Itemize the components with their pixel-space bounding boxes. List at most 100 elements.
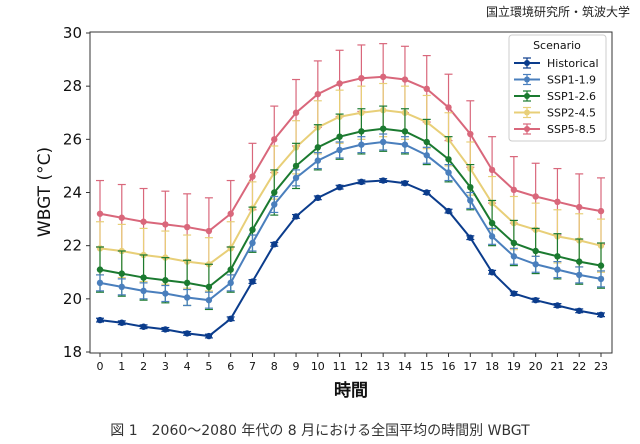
x-tick-label: 10 — [311, 360, 325, 373]
legend: Scenario Historical SSP1-1.9 SSP1-2.6 SSP2-… — [508, 34, 607, 142]
data-point — [532, 296, 539, 304]
data-point — [576, 271, 583, 279]
data-point — [205, 283, 213, 291]
x-tick-label: 7 — [249, 360, 256, 373]
data-point — [597, 207, 605, 215]
data-point — [488, 269, 496, 276]
legend-item: SSP5-8.5 — [514, 123, 596, 136]
data-point — [510, 239, 518, 247]
data-point — [510, 253, 518, 260]
data-point — [183, 279, 191, 287]
data-point — [488, 233, 496, 240]
data-point — [358, 128, 365, 135]
data-point — [379, 138, 387, 146]
x-tick-label: 21 — [550, 360, 564, 373]
data-point — [554, 266, 561, 273]
x-tick-label: 23 — [594, 360, 608, 373]
data-point — [336, 133, 343, 140]
data-point — [488, 166, 496, 174]
data-point — [401, 179, 409, 187]
data-point — [336, 183, 343, 191]
data-point — [467, 234, 474, 241]
y-axis-title: WBGT (°C) — [35, 147, 55, 237]
data-point — [292, 174, 300, 182]
data-point — [314, 144, 322, 151]
x-tick-label: 18 — [485, 360, 499, 373]
data-point — [379, 177, 387, 184]
y-tick-label: 20 — [63, 290, 82, 308]
x-tick-label: 13 — [376, 360, 390, 373]
series-line — [99, 127, 602, 288]
data-point — [379, 73, 387, 81]
data-point — [183, 223, 191, 231]
y-tick-label: 30 — [63, 24, 82, 42]
data-point — [271, 201, 278, 208]
legend-title: Scenario — [533, 39, 581, 52]
data-point — [118, 319, 125, 326]
data-point — [314, 90, 322, 98]
data-point — [358, 178, 365, 186]
data-point — [140, 274, 147, 281]
data-point — [532, 193, 539, 200]
series-ssp1-1-9 — [96, 133, 605, 309]
data-point — [292, 109, 300, 116]
y-tick-label: 22 — [63, 237, 82, 255]
series-historical — [96, 177, 605, 340]
data-point — [379, 125, 387, 132]
data-point — [554, 253, 561, 260]
x-axis-title: 時間 — [334, 380, 368, 401]
data-point — [96, 316, 104, 324]
data-point — [510, 186, 518, 194]
data-point — [488, 219, 496, 227]
data-point — [271, 136, 278, 143]
legend-label: SSP1-1.9 — [547, 74, 596, 87]
legend-label: SSP1-2.6 — [547, 90, 596, 103]
data-point — [401, 141, 409, 148]
data-point — [423, 189, 430, 196]
data-point — [467, 130, 474, 138]
x-tick-label: 8 — [271, 360, 278, 373]
data-point — [227, 210, 234, 217]
data-point — [205, 332, 213, 340]
figure-caption: 図 1 2060～2080 年代の 8 月における全国平均の時間別 WBGT — [110, 423, 530, 439]
data-point — [314, 157, 322, 164]
data-point — [597, 275, 605, 283]
data-point — [140, 323, 147, 330]
data-point — [510, 290, 518, 297]
data-point — [532, 261, 539, 268]
data-point — [249, 173, 256, 180]
x-tick-label: 2 — [140, 360, 147, 373]
data-point — [576, 203, 583, 211]
y-tick-label: 24 — [63, 184, 82, 202]
data-point — [205, 296, 213, 304]
data-point — [423, 152, 430, 159]
data-point — [96, 210, 104, 217]
data-point — [227, 315, 234, 322]
data-point — [445, 207, 452, 215]
y-tick-label: 18 — [63, 343, 82, 361]
data-point — [445, 169, 452, 176]
series-ssp1-2-6 — [96, 105, 605, 311]
data-point — [140, 218, 147, 225]
legend-item: Historical — [514, 57, 599, 70]
x-tick-label: 1 — [118, 360, 125, 373]
data-point — [96, 279, 104, 287]
data-point — [162, 221, 169, 228]
data-point — [597, 262, 605, 269]
legend-marker — [524, 93, 530, 99]
data-point — [423, 85, 430, 93]
data-point — [467, 197, 474, 204]
x-tick-label: 19 — [507, 360, 521, 373]
legend-marker — [524, 109, 530, 116]
data-point — [249, 226, 256, 233]
legend-marker — [524, 60, 530, 66]
data-point — [401, 128, 409, 135]
y-tick-label: 26 — [63, 130, 82, 148]
data-point — [576, 258, 583, 265]
x-tick-label: 17 — [463, 360, 477, 373]
legend-box — [508, 34, 607, 142]
data-point — [336, 80, 343, 87]
legend-label: Historical — [547, 57, 599, 70]
data-point — [423, 138, 430, 146]
